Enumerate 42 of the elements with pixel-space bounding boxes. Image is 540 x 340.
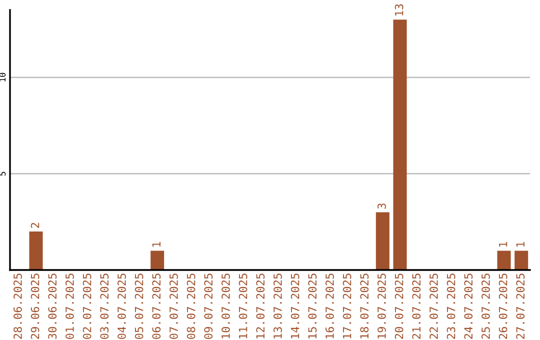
x-tick-label: 03.07.2025 xyxy=(100,274,109,339)
x-tick-label: 28.06.2025 xyxy=(14,274,22,339)
x-tick-label: 27.07.2025 xyxy=(516,274,525,339)
x-tick-label: 19.07.2025 xyxy=(378,274,386,338)
x-tick-label: 14.07.2025 xyxy=(290,274,300,338)
x-tick-label: 29.06.2025 xyxy=(30,274,40,339)
x-tick-label: 20.07.2025 xyxy=(394,274,404,339)
x-tick-label: 21.07.2025 xyxy=(412,274,421,339)
x-tick-label: 24.07.2025 xyxy=(464,274,473,339)
x-tick-label: 05.07.2025 xyxy=(134,274,144,339)
data-label: 1 xyxy=(516,242,524,247)
x-tick-label: 06.07.2025 xyxy=(152,274,161,339)
x-tick-label: 26.07.2025 xyxy=(498,274,508,339)
bar xyxy=(514,250,528,270)
bar xyxy=(393,20,407,270)
data-label: 3 xyxy=(378,204,386,209)
data-label: 13 xyxy=(394,4,404,16)
bar xyxy=(376,212,390,270)
bar xyxy=(497,250,511,270)
x-tick-label: 08.07.2025 xyxy=(186,274,196,339)
x-tick-label: 16.07.2025 xyxy=(326,274,334,338)
x-tick-label: 22.07.2025 xyxy=(430,274,438,339)
x-tick-label: 10.07.2025 xyxy=(222,274,230,338)
x-tick-label: 30.06.2025 xyxy=(48,274,57,339)
x-tick-label: 15.07.2025 xyxy=(308,274,317,338)
data-label: 1 xyxy=(498,242,508,247)
x-tick-label: 07.07.2025 xyxy=(170,274,178,339)
x-tick-label: 01.07.2025 xyxy=(66,274,74,339)
bar xyxy=(29,231,43,270)
x-tick-label: 25.07.2025 xyxy=(482,274,490,339)
x-tick-label: 13.07.2025 xyxy=(274,274,282,338)
x-tick-label: 23.07.2025 xyxy=(446,274,456,339)
x-tick-label: 02.07.2025 xyxy=(82,274,92,339)
bar xyxy=(150,250,164,270)
x-tick-label: 17.07.2025 xyxy=(342,274,352,338)
x-tick-label: 04.07.2025 xyxy=(118,274,126,339)
x-tick-label: 12.07.2025 xyxy=(256,274,265,338)
x-tick-label: 18.07.2025 xyxy=(360,274,369,338)
x-tick-label: 11.07.2025 xyxy=(238,274,248,338)
data-label: 1 xyxy=(152,242,160,247)
data-label: 2 xyxy=(30,222,40,228)
x-tick-label: 09.07.2025 xyxy=(204,274,213,339)
